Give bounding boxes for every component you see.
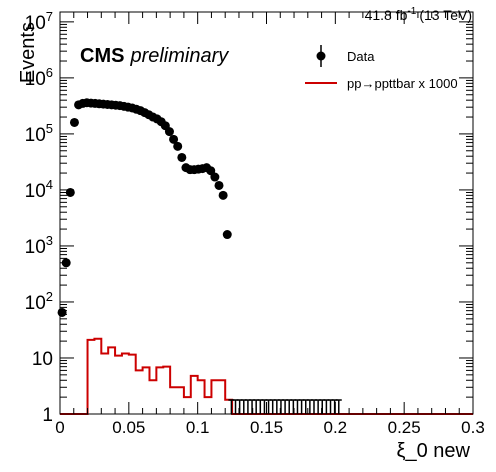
- data-point: [164, 127, 174, 137]
- x-axis-label: ξ_0 new: [397, 440, 471, 462]
- y-tick-label: 107: [25, 9, 53, 34]
- data-point: [169, 134, 179, 144]
- y-axis-label: Events: [17, 22, 39, 83]
- data-point: [218, 190, 228, 200]
- data-point: [222, 230, 232, 240]
- y-tick-label: 10: [32, 349, 53, 370]
- legend-signal-label: pp→ppttbar x 1000: [347, 76, 458, 91]
- x-tick-label: 0.3: [461, 418, 485, 437]
- signal-histogram-line: [60, 337, 473, 415]
- x-tick-label: 0.15: [250, 418, 283, 437]
- chart-marks: [57, 98, 473, 415]
- y-tick-label: 104: [25, 177, 53, 202]
- luminosity-label: 41.8 fb-1 (13 TeV): [365, 6, 472, 23]
- y-tick-label: 105: [25, 121, 53, 146]
- y-tick-label: 106: [25, 65, 53, 90]
- data-point: [57, 307, 67, 317]
- legend-data-label: Data: [347, 49, 375, 64]
- y-tick-label: 102: [25, 289, 53, 314]
- chart-axes: 0 0.05 0.1 0.15 0.2 0.25 0.3 1 10 102 103 104 105 106…: [25, 9, 485, 437]
- data-point: [214, 180, 224, 190]
- x-tick-label: 0.1: [186, 418, 210, 437]
- legend: Data pp→ppttbar x 1000: [305, 45, 458, 91]
- y-tick-label: 103: [25, 233, 53, 258]
- cms-preliminary-label: CMS preliminary: [80, 45, 229, 67]
- data-point: [65, 187, 75, 197]
- x-tick-label: 0.05: [112, 418, 145, 437]
- x-tick-label: 0.2: [324, 418, 348, 437]
- y-tick-label: 1: [42, 405, 53, 426]
- data-point: [173, 141, 183, 151]
- data-point: [210, 172, 220, 182]
- data-point: [177, 152, 187, 162]
- x-tick-label: 0.25: [388, 418, 421, 437]
- x-tick-label: 0: [55, 418, 64, 437]
- data-point: [69, 117, 79, 127]
- legend-data-marker: [316, 45, 326, 67]
